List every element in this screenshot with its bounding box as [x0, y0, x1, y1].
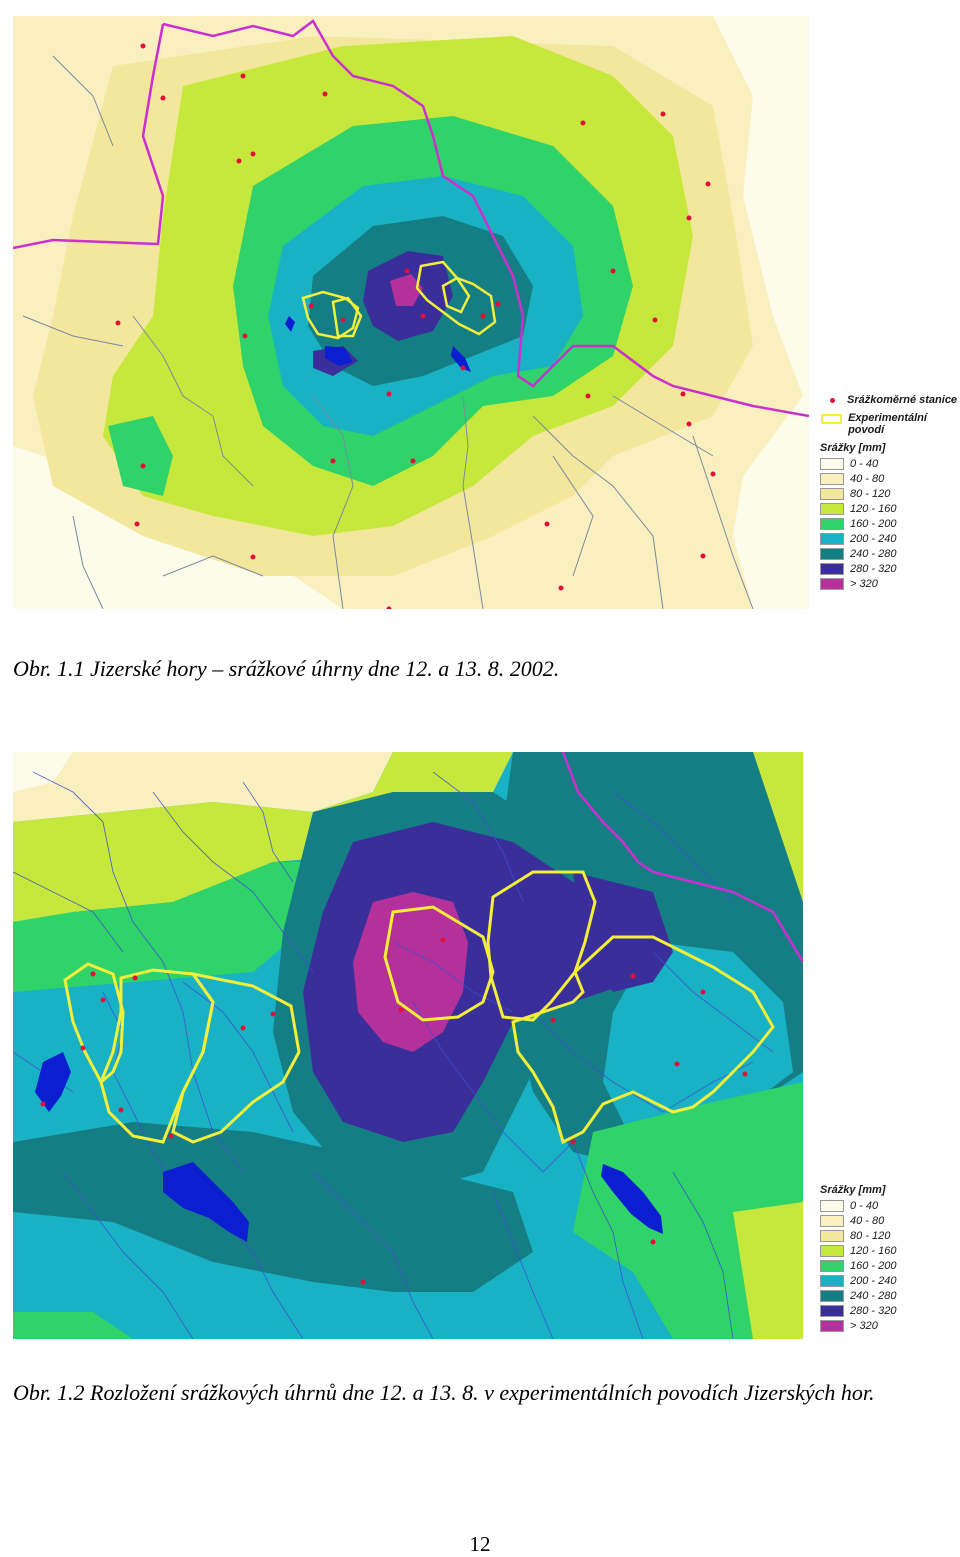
legend-class-row: 40 - 80: [820, 471, 960, 486]
legend-class-label: 240 - 280: [850, 1289, 897, 1302]
legend-class-label: 200 - 240: [850, 532, 897, 545]
legend-swatch: [820, 457, 844, 470]
legend-class-label: 160 - 200: [850, 517, 897, 530]
legend-swatch: [820, 1274, 844, 1287]
legend-class-label: 40 - 80: [850, 1214, 885, 1227]
legend-class-row: 120 - 160: [820, 1243, 960, 1258]
figure-caption: Obr. 1.2 Rozložení srážkových úhrnů dne …: [13, 1380, 875, 1405]
legend-class-label: 0 - 40: [850, 457, 879, 470]
legend-class-row: 80 - 120: [820, 486, 960, 501]
legend-swatch: [820, 487, 844, 500]
map-legend: Srážkoměrné stanice Experimentální povod…: [820, 394, 960, 591]
legend-class-row: > 320: [820, 576, 960, 591]
legend-class-row: 160 - 200: [820, 1258, 960, 1273]
legend-title: Srážky [mm]: [820, 1184, 886, 1196]
basin-outline-icon: [821, 414, 843, 424]
legend-swatch: [820, 1214, 844, 1227]
legend-class-row: 240 - 280: [820, 1288, 960, 1303]
legend-class-label: 80 - 120: [850, 487, 891, 500]
legend-swatch: [820, 502, 844, 515]
page-number: 12: [469, 1532, 491, 1556]
legend-swatch: [820, 1319, 844, 1332]
legend-swatch: [820, 472, 844, 485]
legend-classes: 0 - 40 40 - 80 80 - 120 120 - 160 160 - 200 2…: [820, 1198, 960, 1333]
legend-class-row: 280 - 320: [820, 1303, 960, 1318]
legend-class-row: 200 - 240: [820, 1273, 960, 1288]
legend-swatch: [820, 1304, 844, 1317]
legend-class-label: 240 - 280: [850, 547, 897, 560]
legend-swatch: [820, 1289, 844, 1302]
legend-classes: 0 - 40 40 - 80 80 - 120 120 - 160 160 - 200 2…: [820, 456, 960, 591]
precipitation-map-overview: [13, 16, 809, 609]
legend-swatch: [820, 562, 844, 575]
legend-swatch: [820, 1259, 844, 1272]
legend-basins-label: Experimentální povodí: [848, 412, 927, 436]
legend-class-row: 0 - 40: [820, 1198, 960, 1213]
legend-class-label: 120 - 160: [850, 502, 897, 515]
legend-swatch: [820, 577, 844, 590]
legend-class-row: 0 - 40: [820, 456, 960, 471]
legend-class-row: > 320: [820, 1318, 960, 1333]
legend-title: Srážky [mm]: [820, 442, 886, 454]
figure-caption: Obr. 1.1 Jizerské hory – srážkové úhrny …: [13, 656, 560, 681]
legend-class-label: 0 - 40: [850, 1199, 879, 1212]
legend-class-label: > 320: [850, 1319, 878, 1332]
legend-class-label: 80 - 120: [850, 1229, 891, 1242]
legend-swatch: [820, 532, 844, 545]
legend-swatch: [820, 1244, 844, 1257]
legend-class-label: 160 - 200: [850, 1259, 897, 1272]
legend-class-row: 160 - 200: [820, 516, 960, 531]
legend-stations-label: Srážkoměrné stanice: [847, 394, 958, 406]
legend-class-row: 280 - 320: [820, 561, 960, 576]
legend-class-row: 40 - 80: [820, 1213, 960, 1228]
legend-class-label: 280 - 320: [850, 562, 897, 575]
legend-class-label: 280 - 320: [850, 1304, 897, 1317]
station-dot-icon: [830, 398, 835, 403]
legend-swatch: [820, 1199, 844, 1212]
map-legend-detail: Srážky [mm] 0 - 40 40 - 80 80 - 120 120 - 1…: [820, 1184, 960, 1333]
legend-swatch: [820, 1229, 844, 1242]
legend-class-row: 80 - 120: [820, 1228, 960, 1243]
legend-class-label: 200 - 240: [850, 1274, 897, 1287]
legend-class-row: 120 - 160: [820, 501, 960, 516]
legend-class-row: 240 - 280: [820, 546, 960, 561]
legend-basins: Experimentální povodí: [820, 412, 960, 436]
legend-class-row: 200 - 240: [820, 531, 960, 546]
precipitation-map-detail: [13, 752, 803, 1339]
legend-class-label: > 320: [850, 577, 878, 590]
legend-class-label: 120 - 160: [850, 1244, 897, 1257]
legend-swatch: [820, 517, 844, 530]
legend-class-label: 40 - 80: [850, 472, 885, 485]
legend-stations: Srážkoměrné stanice: [820, 394, 960, 406]
legend-swatch: [820, 547, 844, 560]
